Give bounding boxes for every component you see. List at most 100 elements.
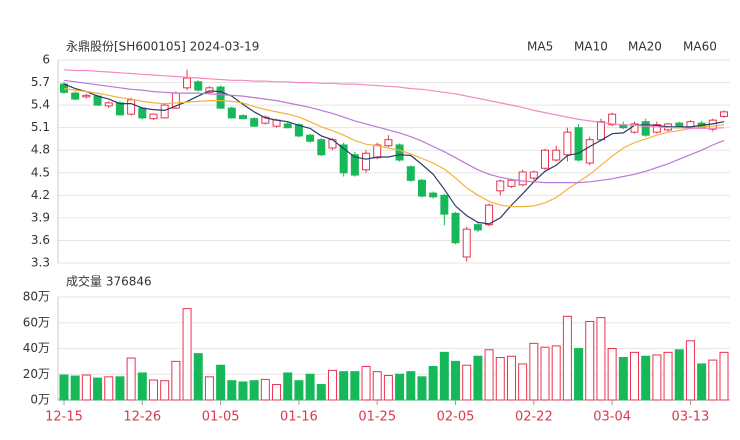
volume-bar	[484, 349, 494, 401]
legend-label: MA20	[628, 40, 662, 54]
candle-body	[294, 124, 303, 137]
y-tick-label: 40万	[23, 341, 50, 355]
candle-body	[496, 180, 505, 192]
ma-line	[63, 69, 725, 129]
candle-body	[585, 139, 594, 164]
volume-bar	[372, 371, 382, 401]
volume-bar	[126, 357, 136, 401]
candle-body	[82, 94, 91, 98]
volume-bar	[719, 351, 729, 401]
candle-body	[194, 81, 203, 91]
candle-body	[350, 154, 359, 176]
volume-bar	[641, 355, 651, 401]
volume-bar	[339, 371, 349, 401]
volume-bar	[249, 380, 259, 401]
volume-bar	[383, 375, 393, 401]
y-tick-label: 4.5	[31, 165, 50, 179]
volume-bar	[685, 340, 695, 401]
candle-body	[306, 134, 315, 142]
volume-bar	[652, 354, 662, 401]
volume-bar	[574, 348, 584, 401]
candle-body	[440, 194, 449, 215]
volume-bar	[171, 360, 181, 401]
volume-bar	[193, 353, 203, 401]
volume-bar	[294, 380, 304, 401]
candle-body	[541, 149, 550, 169]
ma-line	[63, 79, 725, 184]
volume-bar	[562, 315, 572, 401]
volume-bar	[708, 359, 718, 401]
volume-bar	[473, 355, 483, 401]
volume-bar	[674, 349, 684, 401]
volume-bar	[596, 317, 606, 401]
candle-body	[429, 192, 438, 198]
candle-body	[71, 92, 80, 100]
candle-body	[115, 102, 124, 116]
volume-bar	[529, 342, 539, 401]
candle-body	[183, 77, 192, 89]
legend-label: MA60	[683, 40, 717, 54]
chart-title: 永鼎股份[SH600105] 2024-03-19	[66, 40, 259, 54]
candle-body	[283, 123, 292, 129]
volume-bar	[81, 374, 91, 401]
volume-title: 成交量 376846	[66, 274, 152, 289]
candle-body	[462, 228, 471, 258]
volume-bar	[148, 379, 158, 401]
y-tick-label: 5.7	[31, 75, 50, 89]
candle-body	[160, 104, 169, 119]
volume-bar	[305, 373, 315, 401]
x-tick-label: 12-26	[123, 410, 161, 425]
volume-bar	[585, 320, 595, 401]
candle-body	[529, 171, 538, 179]
volume-bar	[216, 364, 226, 401]
volume-bar	[59, 374, 69, 401]
candle-body	[473, 224, 482, 231]
volume-bar	[417, 376, 427, 401]
candle-body	[395, 144, 404, 161]
volume-bar	[462, 364, 472, 401]
candle-body	[104, 102, 113, 107]
volume-bar	[697, 363, 707, 401]
y-tick-label: 4.8	[31, 143, 50, 157]
candle-body	[227, 107, 236, 119]
x-tick-label: 01-25	[358, 410, 396, 425]
candle-body	[261, 116, 270, 124]
x-tick-label: 01-16	[280, 410, 318, 425]
x-tick-label: 12-15	[45, 410, 83, 425]
y-tick-label: 5.1	[31, 120, 50, 134]
candle-body	[216, 86, 225, 109]
candle-body	[362, 152, 371, 171]
candle-body	[720, 111, 728, 117]
legend-label: MA5	[527, 40, 553, 54]
y-tick-label: 20万	[23, 367, 50, 381]
candle-body	[507, 179, 516, 187]
legend-label: MA10	[574, 40, 608, 54]
y-tick-label: 6	[42, 53, 50, 67]
volume-bar	[630, 351, 640, 401]
candle-body	[339, 144, 348, 174]
candle-body	[552, 149, 561, 161]
volume-bar	[495, 357, 505, 401]
candle-body	[518, 171, 527, 186]
ma-line	[63, 83, 725, 225]
candle-body	[641, 121, 650, 136]
candle-body	[205, 87, 214, 93]
candle-body	[138, 107, 147, 119]
candle-body	[686, 121, 695, 129]
candle-body	[596, 121, 605, 141]
candle-body	[149, 113, 158, 120]
candle-body	[373, 144, 382, 159]
x-tick-label: 03-04	[593, 410, 631, 425]
candle-body	[485, 204, 494, 226]
y-tick-label: 3.6	[31, 233, 50, 247]
volume-bar	[160, 380, 170, 401]
x-tick-label: 01-05	[202, 410, 240, 425]
candle-body	[250, 118, 259, 127]
volume-bar	[428, 366, 438, 401]
volume-bar	[137, 372, 147, 401]
y-tick-label: 3.9	[31, 210, 50, 224]
candle-body	[563, 131, 572, 156]
volume-bar	[260, 378, 270, 401]
x-tick-label: 02-22	[515, 410, 553, 425]
